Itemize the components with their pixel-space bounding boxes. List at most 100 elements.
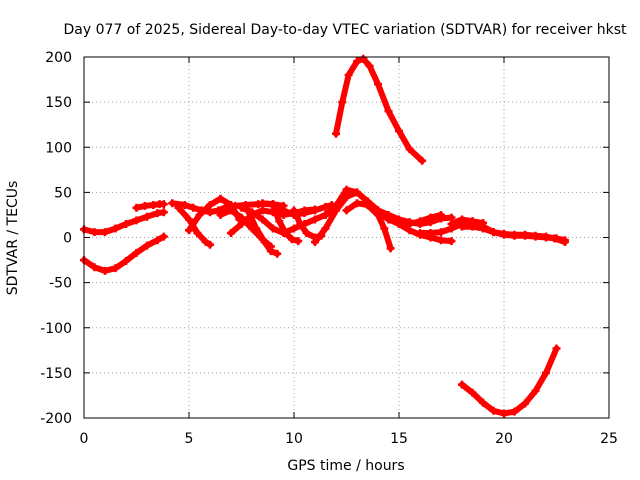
data-point — [447, 237, 456, 246]
series-sat-j — [243, 206, 282, 258]
series-sat-w — [458, 344, 561, 418]
x-tick-label: 10 — [285, 431, 303, 447]
data-point — [437, 236, 445, 245]
x-tick-label: 0 — [80, 431, 89, 447]
data-point — [180, 201, 189, 210]
data-point — [550, 234, 559, 243]
data-point — [468, 388, 477, 397]
data-point — [321, 224, 330, 233]
series-sat-a — [80, 232, 168, 275]
series-line — [459, 345, 560, 417]
y-tick-label: -200 — [40, 411, 72, 427]
data-point — [193, 228, 202, 237]
data-point — [489, 406, 498, 415]
data-point — [101, 228, 109, 237]
data-point — [290, 224, 298, 233]
data-point — [458, 380, 466, 389]
y-axis-label: SDTVAR / TECUs — [5, 181, 21, 296]
x-axis-label: GPS time / hours — [287, 458, 404, 474]
y-tick-label: -150 — [40, 366, 72, 382]
data-point — [227, 206, 235, 215]
data-point — [321, 202, 330, 211]
data-point — [447, 219, 456, 228]
data-point — [140, 201, 149, 210]
data-point — [101, 266, 109, 275]
series-sat-e — [174, 203, 214, 249]
data-point — [206, 208, 214, 217]
data-point — [185, 215, 193, 224]
data-point — [269, 200, 277, 209]
x-tick-label: 15 — [390, 431, 408, 447]
plot-frame — [83, 56, 610, 419]
data-point — [395, 127, 403, 136]
data-point — [122, 256, 130, 265]
data-point — [273, 249, 282, 258]
data-point — [405, 218, 414, 227]
data-point — [281, 228, 290, 237]
data-point — [521, 399, 529, 408]
data-point — [300, 209, 309, 218]
data-point — [380, 224, 389, 233]
data-point — [111, 224, 120, 233]
data-point — [258, 206, 267, 215]
series-sat-r — [363, 197, 456, 228]
data-point — [542, 368, 550, 377]
data-point — [143, 241, 151, 250]
data-point — [269, 224, 277, 233]
data-point — [353, 57, 361, 66]
data-point — [206, 201, 214, 210]
series-line — [322, 186, 444, 227]
data-point — [531, 386, 540, 395]
data-point — [237, 219, 246, 228]
data-point — [122, 219, 130, 228]
data-point — [143, 212, 151, 221]
data-point — [458, 215, 466, 224]
data-point — [287, 235, 296, 244]
y-tick-label: -50 — [49, 276, 72, 292]
series-sat-q — [332, 54, 427, 165]
data-point — [426, 228, 435, 237]
data-point — [468, 222, 477, 231]
data-point — [510, 407, 519, 416]
data-point — [416, 219, 424, 228]
data-point — [552, 344, 561, 353]
data-point — [195, 210, 204, 219]
y-tick-label: 150 — [45, 95, 72, 111]
data-point — [260, 238, 269, 247]
y-tick-label: 50 — [54, 185, 72, 201]
data-point — [500, 229, 508, 238]
data-point — [227, 228, 235, 237]
data-point — [500, 409, 508, 418]
data-point — [296, 219, 305, 228]
data-point — [344, 71, 353, 80]
data-point — [237, 203, 246, 212]
y-tick-label: 200 — [45, 50, 72, 66]
y-tick-label: 0 — [63, 231, 72, 247]
data-point — [521, 230, 529, 239]
y-tick-label: -100 — [40, 321, 72, 337]
series-line — [186, 195, 243, 234]
chart-title: Day 077 of 2025, Sidereal Day-to-day VTE… — [64, 22, 627, 38]
data-point — [531, 231, 540, 240]
data-point — [395, 219, 403, 228]
series-line — [81, 233, 167, 274]
data-point — [185, 226, 193, 235]
data-point — [374, 206, 382, 215]
data-point — [174, 203, 183, 212]
data-point — [290, 206, 298, 215]
data-point — [542, 232, 550, 241]
data-point — [384, 107, 393, 116]
series-sat-p — [342, 199, 395, 253]
data-point — [418, 156, 427, 165]
data-point — [159, 208, 168, 217]
data-point — [321, 210, 330, 219]
data-point — [266, 247, 275, 256]
data-point — [384, 210, 393, 219]
data-point — [90, 263, 99, 272]
data-point — [437, 228, 445, 237]
data-point — [153, 236, 162, 245]
x-tick-label: 5 — [185, 431, 194, 447]
data-point — [201, 238, 210, 247]
series-line — [81, 209, 167, 236]
data-point — [332, 129, 340, 138]
